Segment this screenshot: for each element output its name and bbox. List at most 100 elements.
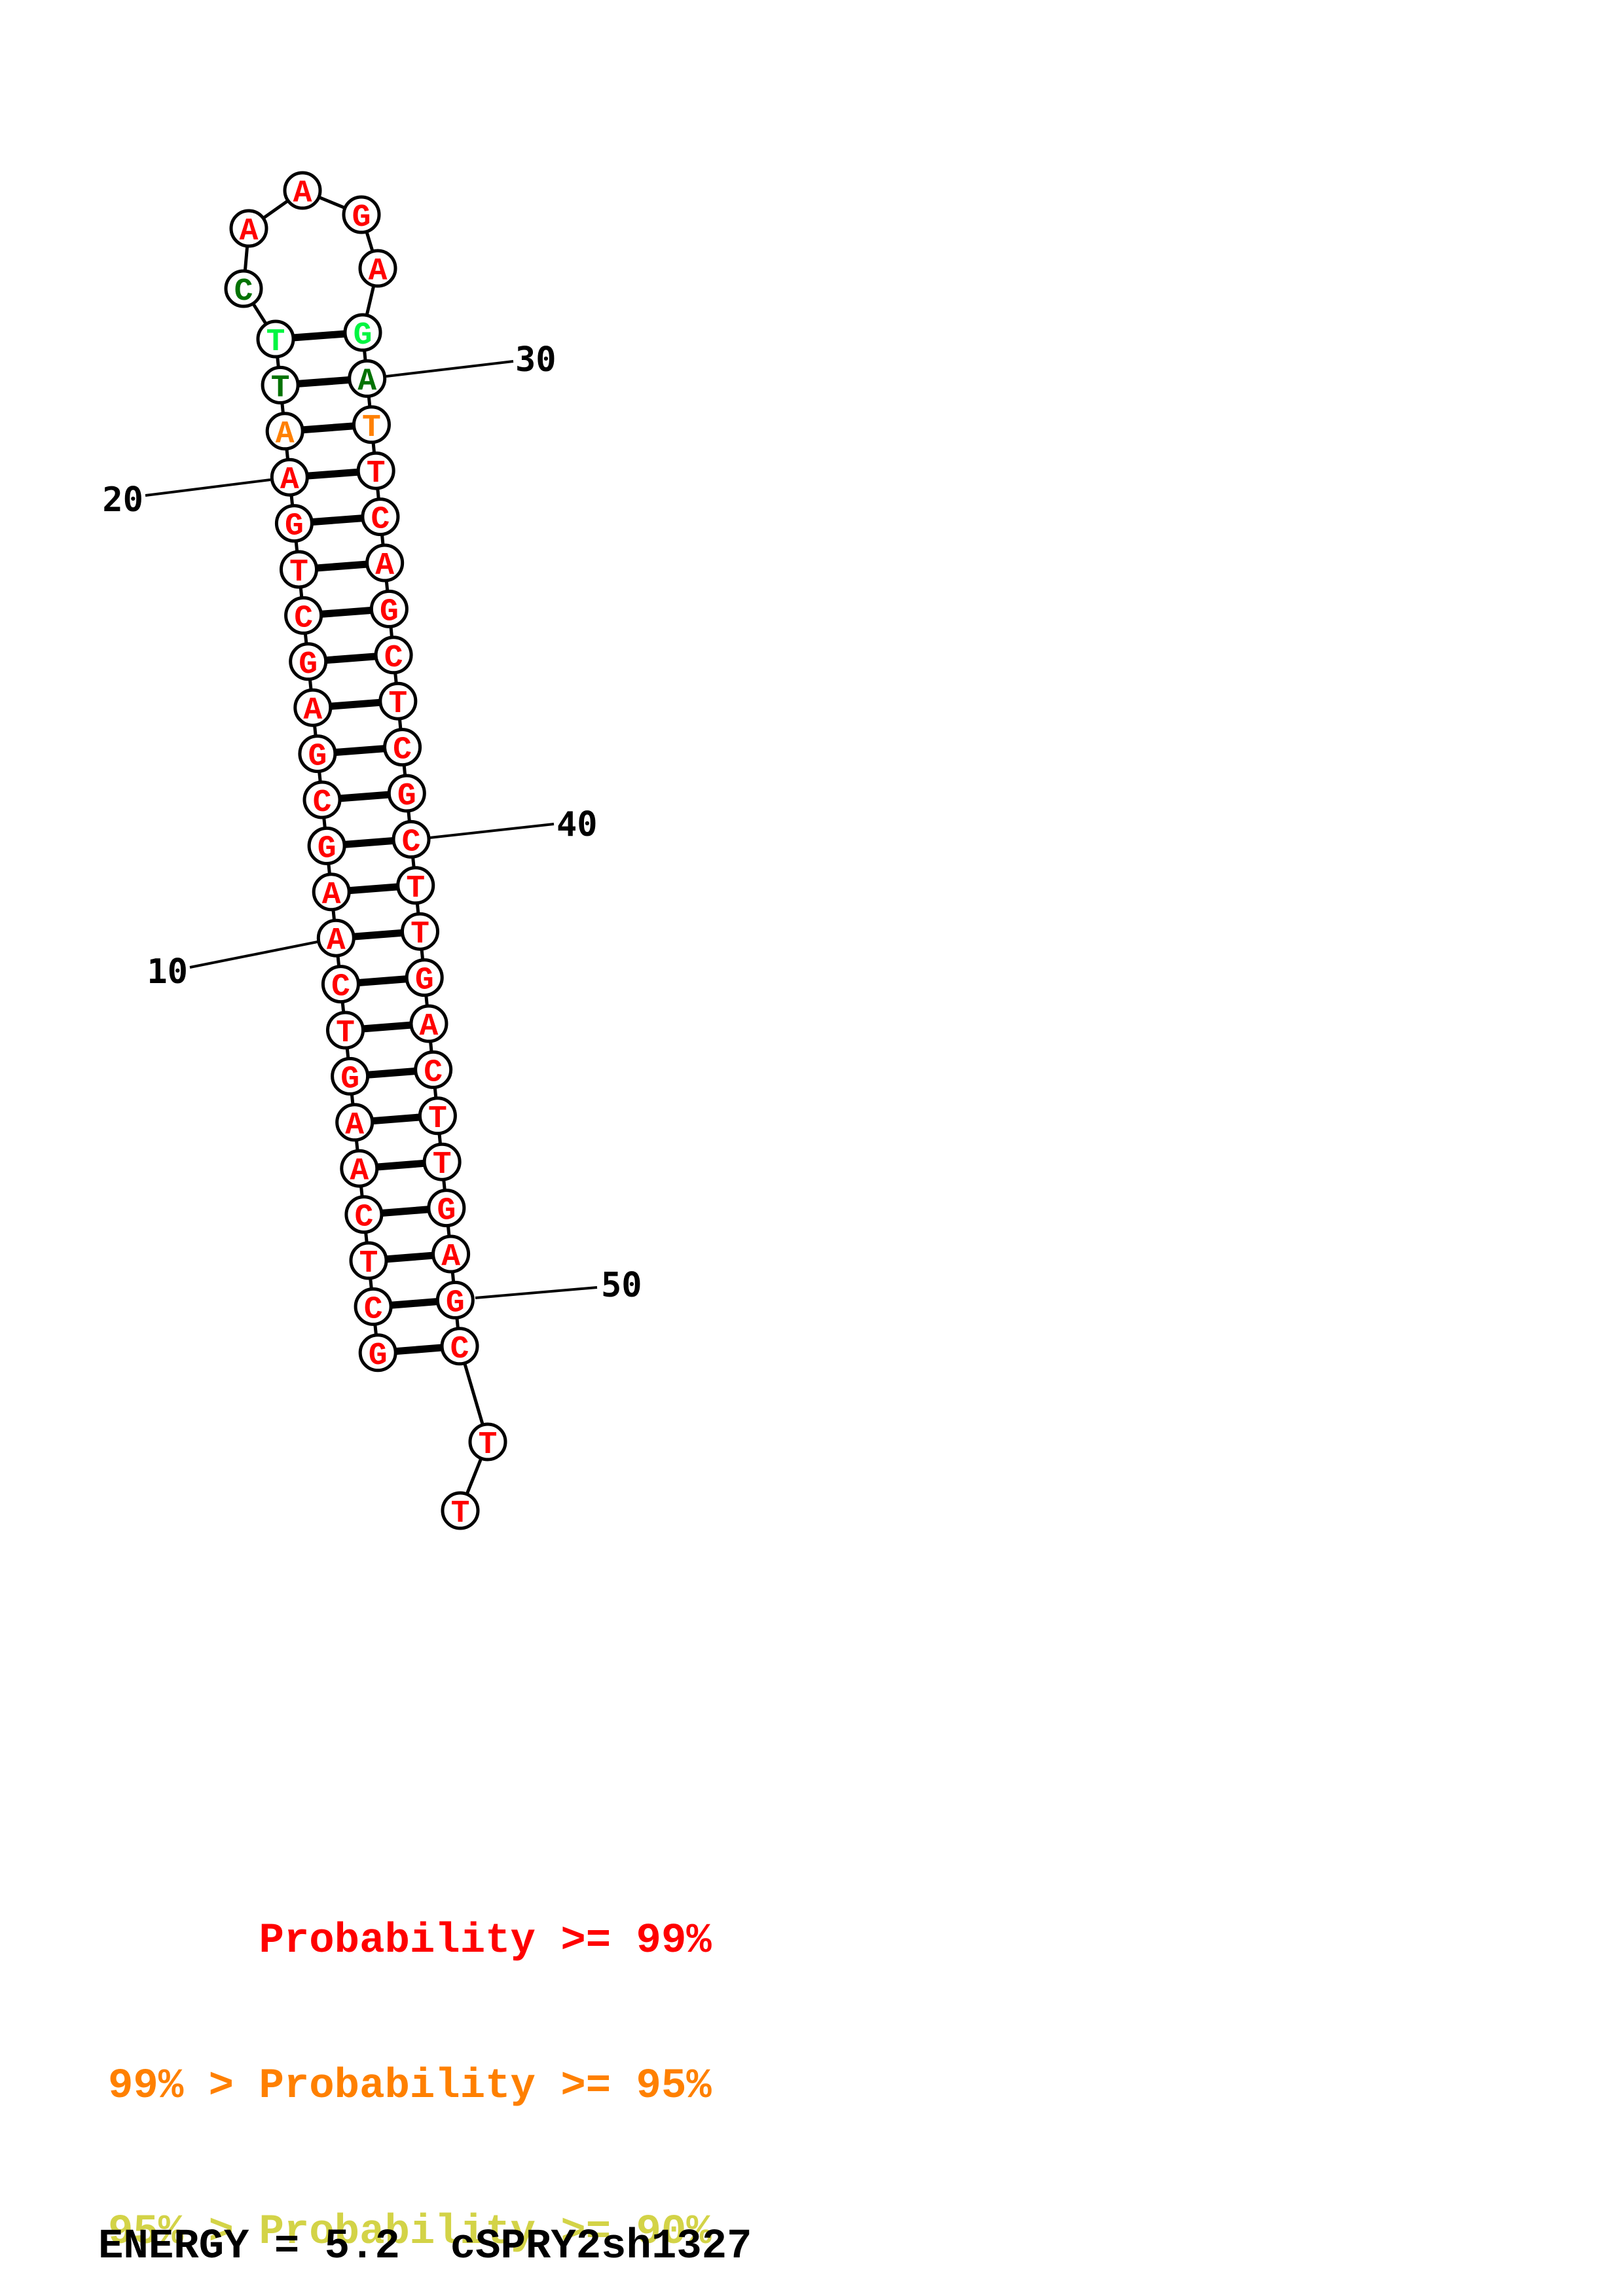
base-circle-6 bbox=[335, 1103, 374, 1142]
base-circle-2 bbox=[354, 1287, 393, 1326]
base-circle-18 bbox=[280, 550, 318, 589]
base-letter-17-C: C bbox=[294, 601, 313, 636]
base-letter-46-T: T bbox=[428, 1102, 447, 1137]
base-letter-29-G: G bbox=[354, 318, 373, 353]
hairpin-structure-diagram: GCTCAAGTCAAGCGAGCTGAATTCAAGAGATTCAGCTCGC… bbox=[102, 171, 642, 1532]
base-circle-22 bbox=[261, 365, 300, 404]
base-circle-53 bbox=[441, 1491, 480, 1530]
base-letter-16-G: G bbox=[299, 647, 318, 683]
base-circle-40 bbox=[392, 819, 431, 859]
base-letter-18-T: T bbox=[289, 555, 308, 590]
base-circle-24 bbox=[224, 269, 263, 308]
base-circle-49 bbox=[431, 1234, 471, 1274]
base-circle-33 bbox=[361, 497, 400, 537]
base-circle-12 bbox=[307, 826, 346, 865]
position-label-leader-line-20 bbox=[145, 478, 271, 497]
base-letter-20-A: A bbox=[280, 463, 299, 498]
base-letter-44-A: A bbox=[420, 1009, 439, 1045]
base-circle-4 bbox=[344, 1195, 384, 1234]
base-letter-22-T: T bbox=[271, 370, 290, 406]
base-letter-41-T: T bbox=[406, 871, 425, 906]
base-circle-5 bbox=[340, 1149, 379, 1188]
base-circle-11 bbox=[312, 872, 351, 912]
position-label-leader-line-30 bbox=[386, 360, 514, 378]
base-letter-39-G: G bbox=[397, 779, 416, 814]
base-circle-41 bbox=[396, 866, 435, 905]
base-circle-44 bbox=[409, 1004, 448, 1043]
base-circle-7 bbox=[331, 1056, 370, 1096]
base-letter-52-T: T bbox=[479, 1427, 498, 1463]
legend-row-p95: 99% > Probability >= 95% bbox=[108, 2063, 712, 2111]
base-circle-48 bbox=[427, 1189, 466, 1228]
position-label-leader-line-10 bbox=[189, 941, 318, 969]
base-circle-10 bbox=[316, 918, 356, 958]
base-letter-1-G: G bbox=[369, 1338, 388, 1374]
base-letter-8-T: T bbox=[336, 1016, 355, 1051]
probability-legend: Probability >= 99% 99% > Probability >= … bbox=[108, 1820, 712, 2296]
base-letter-32-T: T bbox=[367, 456, 386, 492]
position-label-40: 40 bbox=[556, 805, 598, 844]
base-circle-43 bbox=[405, 958, 444, 997]
base-letter-31-T: T bbox=[362, 410, 381, 446]
base-letter-49-A: A bbox=[441, 1240, 460, 1275]
base-letter-12-G: G bbox=[318, 831, 337, 867]
base-letter-43-G: G bbox=[415, 963, 434, 999]
base-circle-16 bbox=[289, 642, 328, 681]
base-circle-15 bbox=[293, 688, 333, 727]
base-circle-1 bbox=[358, 1333, 397, 1372]
base-circle-19 bbox=[274, 504, 314, 543]
base-letter-38-C: C bbox=[393, 733, 412, 768]
base-letter-13-C: C bbox=[313, 785, 332, 821]
base-letter-45-C: C bbox=[424, 1055, 443, 1090]
base-circle-23 bbox=[256, 319, 295, 359]
base-circle-47 bbox=[422, 1142, 462, 1181]
legend-row-p99: Probability >= 99% bbox=[108, 1917, 712, 1965]
position-label-50: 50 bbox=[601, 1266, 642, 1305]
base-circle-31 bbox=[352, 405, 391, 444]
base-letter-6-A: A bbox=[345, 1108, 364, 1143]
base-circle-29 bbox=[343, 313, 382, 352]
base-circle-26 bbox=[283, 171, 322, 210]
base-letter-23-T: T bbox=[266, 325, 285, 360]
base-circle-3 bbox=[349, 1241, 388, 1280]
base-circle-36 bbox=[374, 636, 413, 675]
base-letter-3-T: T bbox=[359, 1246, 378, 1282]
base-letter-34-A: A bbox=[375, 548, 394, 584]
base-circle-28 bbox=[358, 249, 397, 288]
base-circle-34 bbox=[365, 543, 405, 583]
base-circle-17 bbox=[284, 596, 323, 635]
base-letter-37-T: T bbox=[388, 687, 407, 722]
base-circle-45 bbox=[414, 1050, 453, 1089]
base-circle-32 bbox=[356, 451, 395, 490]
base-circle-14 bbox=[298, 734, 337, 774]
base-circle-21 bbox=[265, 412, 304, 451]
base-circle-25 bbox=[229, 209, 268, 248]
base-letter-53-T: T bbox=[451, 1496, 470, 1532]
base-circle-38 bbox=[383, 728, 422, 767]
base-letter-15-A: A bbox=[303, 693, 322, 728]
base-letter-9-C: C bbox=[331, 970, 350, 1005]
base-letter-10-A: A bbox=[327, 924, 346, 959]
base-circle-42 bbox=[400, 912, 439, 951]
base-letter-11-A: A bbox=[322, 878, 341, 913]
base-letter-21-A: A bbox=[276, 417, 295, 452]
base-letter-47-T: T bbox=[433, 1147, 452, 1183]
base-letter-5-A: A bbox=[350, 1154, 369, 1189]
base-letter-14-G: G bbox=[308, 740, 327, 775]
base-circle-13 bbox=[302, 780, 342, 819]
base-letter-48-G: G bbox=[437, 1194, 456, 1229]
base-circle-39 bbox=[387, 774, 426, 813]
position-label-leader-line-40 bbox=[429, 823, 555, 839]
base-letter-4-C: C bbox=[354, 1200, 373, 1236]
base-letter-35-G: G bbox=[380, 594, 399, 630]
position-label-30: 30 bbox=[515, 340, 556, 380]
base-letter-19-G: G bbox=[285, 509, 304, 545]
base-letter-27-G: G bbox=[352, 200, 371, 236]
legend-row-p90: 95% > Probability >= 90% bbox=[108, 2209, 712, 2257]
base-circle-52 bbox=[468, 1422, 507, 1462]
base-letter-2-C: C bbox=[364, 1292, 383, 1327]
base-circle-8 bbox=[326, 1011, 365, 1050]
base-circle-50 bbox=[435, 1280, 475, 1319]
base-letter-36-C: C bbox=[384, 641, 403, 676]
base-letter-50-G: G bbox=[446, 1285, 465, 1321]
